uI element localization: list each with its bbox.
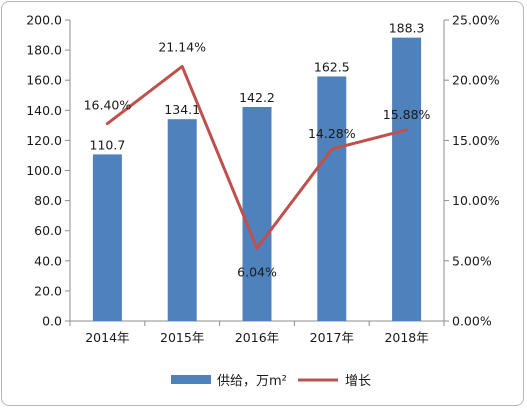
line-value-label: 15.88% (383, 107, 431, 122)
bar-value-label: 142.2 (239, 90, 275, 105)
bar-value-labels: 110.7 134.1 142.2 162.5 188.3 (90, 21, 425, 153)
x-tick-label: 2015年 (160, 330, 204, 345)
x-tick-label: 2014年 (85, 330, 129, 345)
bar (392, 37, 422, 322)
axes: 0.0 20.0 40.0 60.0 80.0 100.0 120.0 140.0 160.0 1… (26, 13, 500, 346)
bar (242, 106, 272, 321)
legend-bar-swatch (171, 375, 211, 384)
y-left-tick-label: 40.0 (34, 253, 62, 268)
legend-bar-label: 供给，万m² (217, 374, 287, 389)
y-left-tick-label: 200.0 (26, 13, 62, 28)
y-right-tick-label: 0.00% (452, 314, 492, 329)
bar-value-label: 162.5 (314, 59, 350, 74)
bar (167, 119, 197, 321)
y-left-tick-label: 180.0 (26, 43, 62, 58)
bar (92, 154, 122, 321)
y-left-tick-label: 160.0 (26, 73, 62, 88)
bar-value-label: 188.3 (389, 21, 425, 36)
x-tick-label: 2017年 (310, 330, 354, 345)
line-value-label: 21.14% (158, 39, 206, 54)
legend-line-label: 增长 (345, 374, 371, 389)
y-right-tick-label: 25.00% (452, 13, 500, 28)
y-right-tick-label: 10.00% (452, 193, 500, 208)
y-left-tick-label: 140.0 (26, 103, 62, 118)
y-right-tick-label: 15.00% (452, 133, 500, 148)
line-value-label: 16.40% (84, 98, 132, 113)
line-series (105, 64, 409, 250)
y-left-tick-label: 120.0 (26, 133, 62, 148)
y-left-tick-label: 60.0 (34, 223, 62, 238)
legend: 供给，万m² 增长 (171, 374, 371, 389)
line-value-label: 6.04% (237, 264, 277, 279)
y-left-tick-label: 0.0 (42, 314, 62, 329)
y-left-tick-label: 20.0 (34, 283, 62, 298)
line-value-label: 14.28% (308, 126, 356, 141)
y-left-tick-label: 100.0 (26, 163, 62, 178)
y-right-tick-label: 5.00% (452, 253, 492, 268)
bar-series (92, 37, 422, 322)
x-tick-label: 2016年 (235, 330, 279, 345)
y-right-tick-label: 20.00% (452, 73, 500, 88)
bar-value-label: 110.7 (90, 137, 126, 152)
line-value-labels: 16.40% 21.14% 6.04% 14.28% 15.88% (84, 39, 431, 279)
y-left-tick-label: 80.0 (34, 193, 62, 208)
x-tick-label: 2018年 (384, 330, 428, 345)
bar (317, 76, 347, 321)
bar-value-label: 134.1 (164, 102, 200, 117)
